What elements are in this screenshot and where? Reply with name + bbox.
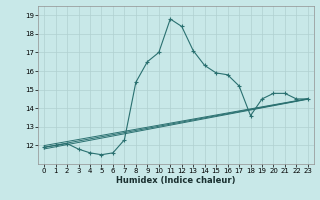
X-axis label: Humidex (Indice chaleur): Humidex (Indice chaleur): [116, 176, 236, 185]
